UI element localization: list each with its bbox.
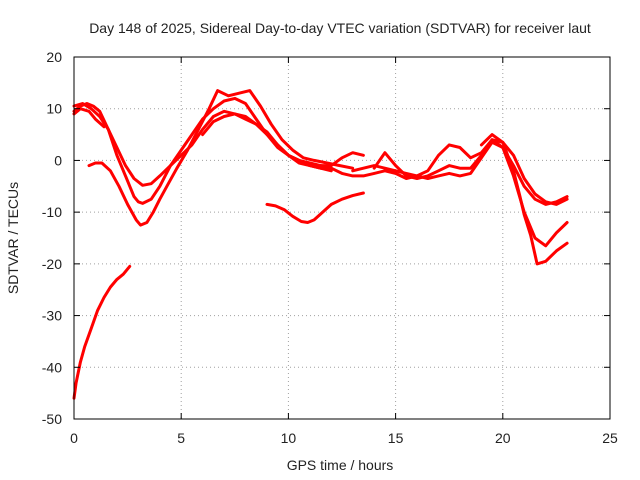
series-line-arc-7 — [265, 191, 365, 224]
series-line-arc-6 — [72, 264, 132, 400]
y-axis-label: SDTVAR / TECUs — [5, 182, 21, 294]
x-tick-label: 15 — [388, 430, 404, 446]
x-tick-label: 10 — [281, 430, 297, 446]
x-tick-label: 25 — [602, 430, 618, 446]
x-tick-label: 20 — [495, 430, 511, 446]
y-tick-label: 0 — [54, 152, 62, 168]
plot-frame — [73, 56, 611, 420]
series-line-arc-5 — [201, 112, 333, 170]
chart-title: Day 148 of 2025, Sidereal Day-to-day VTE… — [89, 20, 591, 36]
y-tick-label: 10 — [46, 101, 62, 117]
y-tick-label: -40 — [42, 359, 62, 375]
x-tick-label: 5 — [177, 430, 185, 446]
series-line-arc-11 — [479, 133, 569, 266]
y-tick-label: -10 — [42, 204, 62, 220]
x-tick-label: 0 — [70, 430, 78, 446]
x-axis-label: GPS time / hours — [287, 457, 394, 473]
y-tick-label: -50 — [42, 411, 62, 427]
series-line-arc-3 — [72, 107, 106, 129]
series-line-arc-10 — [372, 138, 569, 248]
series-line-arc-8 — [319, 138, 569, 206]
series-line-arc-9 — [351, 140, 569, 206]
series-group — [72, 89, 569, 400]
y-tick-label: -30 — [42, 308, 62, 324]
gridlines — [74, 57, 610, 419]
series-line-arc-4 — [87, 89, 355, 227]
axis-ticks: 0 5 10 15 20 25 20 10 0 -10 -20 -30 -40 -50 — [42, 49, 618, 446]
y-tick-label: 20 — [46, 49, 62, 65]
y-tick-label: -20 — [42, 256, 62, 272]
